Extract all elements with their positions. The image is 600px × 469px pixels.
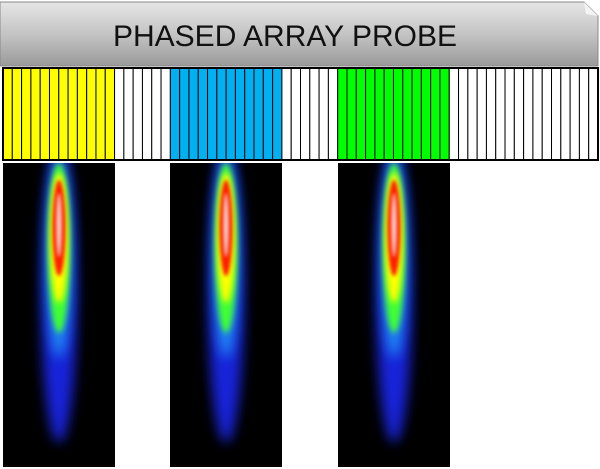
probe-element	[253, 67, 264, 161]
probe-element	[523, 67, 534, 161]
probe-element	[262, 67, 274, 161]
probe-element	[439, 67, 450, 161]
beam-image	[3, 163, 115, 467]
probe-element	[411, 67, 422, 161]
probe-element	[169, 67, 181, 161]
probe-element	[513, 67, 525, 161]
probe-element	[95, 67, 106, 161]
probe-element	[151, 67, 162, 161]
probe-element	[337, 67, 348, 161]
probe-element	[569, 67, 580, 161]
probe-element	[2, 67, 13, 161]
probe-element	[309, 67, 320, 161]
probe-element	[504, 67, 515, 161]
probe-element	[327, 67, 339, 161]
probe-element	[392, 67, 404, 161]
probe-element	[234, 67, 246, 161]
beam-image	[170, 163, 282, 467]
beam-image	[338, 163, 450, 467]
probe-element	[532, 67, 543, 161]
probe-element	[346, 67, 357, 161]
probe-element	[365, 67, 376, 161]
probe-elements	[2, 67, 599, 161]
probe-element	[374, 67, 385, 161]
probe-element	[402, 67, 413, 161]
probe-element	[58, 67, 69, 161]
probe-element	[197, 67, 209, 161]
probe-element	[430, 67, 441, 161]
probe-element	[67, 67, 78, 161]
probe-element	[30, 67, 41, 161]
probe-element	[48, 67, 60, 161]
probe-element	[281, 67, 292, 161]
probe-element	[467, 67, 478, 161]
probe-element	[300, 67, 311, 161]
probe-element	[160, 67, 171, 161]
probe-element	[141, 67, 153, 161]
header-title: PHASED ARRAY PROBE	[113, 20, 457, 53]
probe-element	[179, 67, 190, 161]
probe-element	[420, 67, 432, 161]
header-fold	[584, 2, 598, 16]
beam-core	[391, 193, 397, 257]
probe-element	[104, 67, 116, 161]
probe-element	[383, 67, 394, 161]
beam-images	[3, 163, 450, 467]
probe-element	[123, 67, 134, 161]
probe-element	[207, 67, 218, 161]
probe-element	[86, 67, 97, 161]
probe-element	[114, 67, 125, 161]
probe-element	[132, 67, 143, 161]
probe-element	[76, 67, 88, 161]
probe-element	[216, 67, 227, 161]
probe-element	[318, 67, 329, 161]
probe-element	[588, 67, 599, 161]
beam-core	[56, 193, 62, 257]
probe-outline	[2, 67, 599, 161]
header-bar	[0, 1, 599, 67]
probe-element	[11, 67, 23, 161]
probe-element	[21, 67, 32, 161]
probe-element	[578, 67, 590, 161]
probe-element	[485, 67, 497, 161]
probe-element	[448, 67, 460, 161]
probe-element	[225, 67, 236, 161]
probe-element	[560, 67, 571, 161]
beam-core	[223, 193, 229, 257]
probe-element	[244, 67, 255, 161]
probe-element	[355, 67, 367, 161]
probe-element	[541, 67, 553, 161]
probe-element	[495, 67, 506, 161]
probe-element	[476, 67, 487, 161]
probe-element	[39, 67, 50, 161]
probe-element	[290, 67, 301, 161]
probe-element	[188, 67, 199, 161]
probe-element	[272, 67, 283, 161]
probe-element	[458, 67, 469, 161]
probe-element	[551, 67, 562, 161]
